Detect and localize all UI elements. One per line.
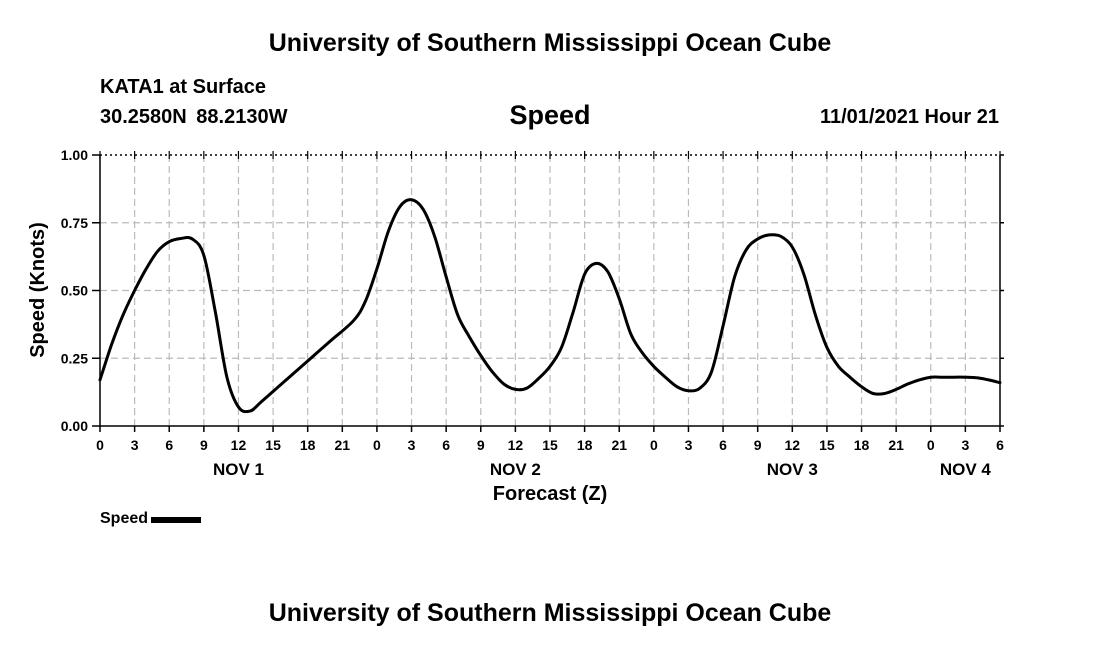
x-tick-label: 21: [335, 437, 351, 453]
day-label: NOV 3: [767, 460, 818, 479]
x-tick-label: 9: [200, 437, 208, 453]
y-tick-label: 0.00: [61, 418, 88, 434]
station-label: KATA1 at Surface: [100, 76, 266, 98]
x-tick-label: 6: [442, 437, 450, 453]
y-tick-label: 0.25: [61, 350, 88, 366]
series-layer: [98, 198, 1002, 414]
speed-series-line: [98, 198, 1002, 414]
axes: 0.00 0.25 0.50 0.75 1.00 0 3 6 9 12 15 18 21 0 3 6 9 12 15…: [61, 147, 1004, 479]
x-tick-label: 3: [961, 437, 969, 453]
x-tick-label: 9: [477, 437, 485, 453]
day-label: NOV 2: [490, 460, 541, 479]
footer-title: University of Southern Mississippi Ocean…: [268, 599, 832, 627]
x-tick-label: 0: [96, 437, 104, 453]
x-tick-label: 12: [231, 437, 247, 453]
x-tick-label: 18: [577, 437, 593, 453]
legend-swatch: [151, 517, 202, 523]
day-label: NOV 1: [213, 460, 264, 479]
y-tick-label: 0.50: [61, 283, 88, 299]
x-tick-label: 3: [131, 437, 139, 453]
x-tick-label: 6: [165, 437, 173, 453]
y-axis-label: Speed (Knots): [27, 222, 49, 358]
grid: [100, 155, 1000, 426]
day-label: NOV 4: [940, 460, 992, 479]
station-coordinates: 30.2580N 88.2130W: [100, 106, 288, 128]
x-tick-label: 15: [265, 437, 281, 453]
x-tick-label: 15: [542, 437, 558, 453]
page-title: University of Southern Mississippi Ocean…: [268, 29, 832, 57]
x-tick-label: 15: [819, 437, 835, 453]
x-tick-label: 3: [408, 437, 416, 453]
x-tick-label: 18: [300, 437, 316, 453]
legend-label: Speed: [100, 510, 149, 527]
x-tick-label: 12: [508, 437, 524, 453]
x-tick-label: 6: [719, 437, 727, 453]
x-tick-label: 21: [888, 437, 904, 453]
forecast-timestamp: 11/01/2021 Hour 21: [819, 106, 999, 128]
x-tick-label: 6: [996, 437, 1004, 453]
legend: Speed: [100, 510, 202, 528]
x-tick-label: 21: [611, 437, 627, 453]
x-tick-label: 9: [754, 437, 762, 453]
y-tick-label: 1.00: [61, 147, 88, 163]
x-tick-label: 18: [854, 437, 870, 453]
chart-title: Speed: [509, 100, 591, 130]
x-axis-label: Forecast (Z): [493, 483, 607, 505]
x-tick-label: 0: [373, 437, 381, 453]
y-tick-label: 0.75: [61, 215, 88, 231]
x-tick-label: 3: [685, 437, 693, 453]
x-tick-label: 12: [785, 437, 801, 453]
x-tick-label: 0: [650, 437, 658, 453]
x-tick-label: 0: [927, 437, 935, 453]
